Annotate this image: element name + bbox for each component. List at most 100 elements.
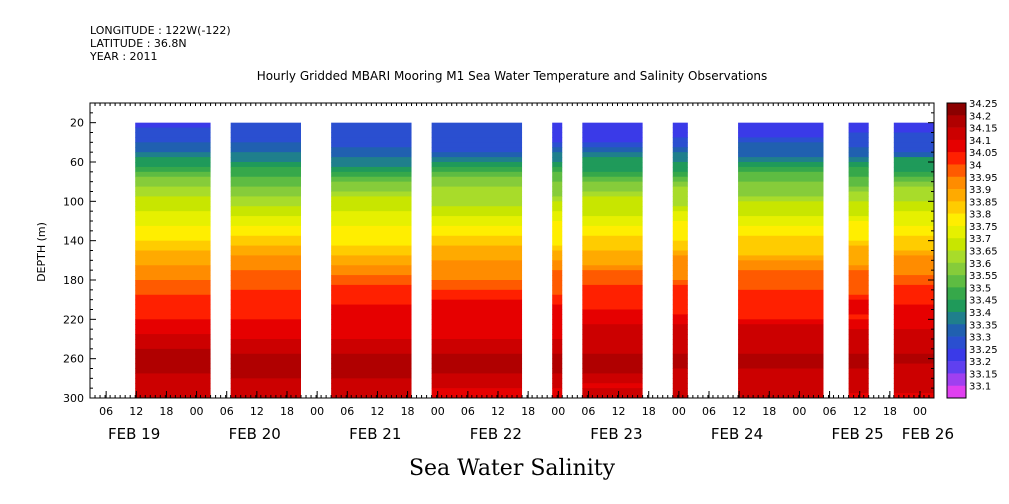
salinity-band [135, 314, 211, 320]
salinity-band [672, 225, 688, 232]
salinity-band [672, 147, 688, 153]
salinity-band [431, 191, 523, 197]
salinity-band [848, 289, 869, 296]
salinity-band [230, 378, 301, 384]
salinity-band [431, 304, 523, 310]
salinity-band [582, 363, 643, 369]
salinity-band [582, 206, 643, 212]
salinity-band [135, 196, 211, 202]
salinity-band [135, 319, 211, 325]
salinity-band [848, 368, 869, 374]
x-tick-label: 12 [853, 405, 867, 418]
data-segment [331, 122, 412, 399]
data-segment [230, 122, 301, 399]
salinity-band [672, 216, 688, 222]
salinity-band [431, 280, 523, 286]
colorbar-label: 33.3 [969, 333, 991, 344]
salinity-band [135, 122, 211, 129]
x-date-label: FEB 20 [229, 425, 281, 443]
salinity-band [893, 280, 934, 286]
data-segment [431, 122, 523, 399]
salinity-band [738, 191, 824, 197]
salinity-band [848, 255, 869, 261]
salinity-band [135, 368, 211, 374]
salinity-band [672, 166, 688, 173]
salinity-band [552, 225, 563, 232]
salinity-band [431, 284, 523, 291]
salinity-band [431, 329, 523, 335]
salinity-band [738, 280, 824, 286]
salinity-band [431, 324, 523, 330]
salinity-band [230, 299, 301, 306]
salinity-band [331, 166, 412, 173]
salinity-band [431, 152, 523, 158]
x-tick-label: 18 [280, 405, 294, 418]
colorbar-label: 33.2 [969, 357, 991, 368]
salinity-band [135, 240, 211, 247]
salinity-band [738, 260, 824, 266]
salinity-band [672, 250, 688, 256]
salinity-band [230, 152, 301, 158]
salinity-band [135, 235, 211, 242]
x-tick-label: 00 [551, 405, 565, 418]
colorbar-label: 33.8 [969, 210, 991, 221]
salinity-band [582, 166, 643, 173]
salinity-band [893, 206, 934, 212]
salinity-band [848, 353, 869, 360]
salinity-band [135, 171, 211, 178]
x-tick-label: 12 [250, 405, 264, 418]
salinity-band [582, 147, 643, 153]
colorbar-label: 33.85 [969, 197, 998, 208]
salinity-band [848, 191, 869, 197]
salinity-band [893, 221, 934, 227]
salinity-band [331, 368, 412, 374]
salinity-band [230, 132, 301, 138]
salinity-band [552, 294, 563, 301]
salinity-band [331, 186, 412, 192]
salinity-band [552, 289, 563, 296]
salinity-band [582, 294, 643, 301]
salinity-band [738, 383, 824, 389]
latitude-label: LATITUDE : 36.8N [90, 37, 187, 50]
salinity-band [431, 255, 523, 261]
salinity-band [672, 240, 688, 247]
salinity-band [230, 186, 301, 192]
salinity-band [582, 171, 643, 178]
salinity-band [582, 373, 643, 379]
salinity-band [738, 275, 824, 281]
salinity-band [893, 388, 934, 394]
salinity-band [552, 270, 563, 276]
salinity-band [230, 171, 301, 178]
salinity-band [552, 368, 563, 374]
salinity-band [331, 343, 412, 350]
year-label: YEAR : 2011 [89, 50, 158, 63]
salinity-band [552, 137, 563, 143]
salinity-band [552, 255, 563, 261]
salinity-band [331, 383, 412, 389]
salinity-band [431, 378, 523, 384]
salinity-band [431, 334, 523, 340]
salinity-band [738, 373, 824, 379]
colorbar-label: 34.2 [969, 111, 991, 122]
salinity-band [552, 171, 563, 178]
salinity-band [672, 171, 688, 178]
salinity-band [230, 225, 301, 232]
salinity-band [431, 230, 523, 237]
salinity-band [848, 329, 869, 335]
data-segment [582, 122, 643, 399]
salinity-band [893, 162, 934, 168]
salinity-band [848, 196, 869, 202]
salinity-band [893, 176, 934, 183]
salinity-band [331, 265, 412, 271]
salinity-band [893, 122, 934, 129]
salinity-band [331, 339, 412, 345]
colorbar-label: 33.35 [969, 320, 998, 331]
salinity-band [848, 383, 869, 389]
salinity-band [672, 289, 688, 296]
salinity-band [431, 260, 523, 266]
y-tick-label: 300 [63, 392, 84, 405]
x-tick-label: 00 [913, 405, 927, 418]
x-date-label: FEB 24 [711, 425, 763, 443]
salinity-band [552, 196, 563, 202]
colorbar-swatch [947, 299, 966, 313]
